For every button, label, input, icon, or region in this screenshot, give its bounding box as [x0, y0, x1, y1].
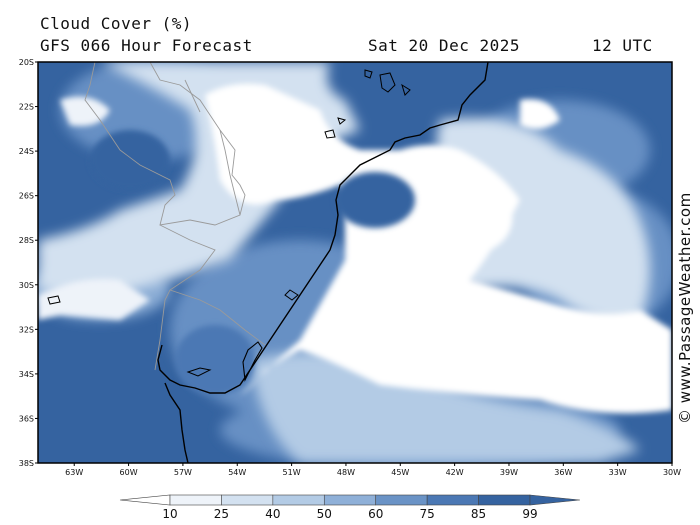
colorbar-max-arrow	[529, 494, 581, 506]
latitude-axis: 20S 22S 24S 26S 28S 30S 32S 34S 36S 38S	[19, 58, 38, 468]
lat-tick-label: 24S	[19, 147, 34, 156]
forecast-label: GFS 066 Hour Forecast	[40, 36, 253, 55]
colorbar-bin	[323, 494, 377, 506]
lon-tick-label: 51W	[283, 468, 301, 477]
lat-tick-label: 36S	[19, 414, 34, 423]
coastline	[47, 62, 489, 463]
lon-tick-label: 42W	[446, 468, 464, 477]
colorbar-label: 10	[162, 507, 177, 521]
country-borders	[84, 62, 266, 371]
colorbar-label: 50	[317, 507, 332, 521]
colorbar-bin	[169, 494, 222, 506]
colorbar-label: 75	[420, 507, 435, 521]
lon-tick-label: 45W	[391, 468, 409, 477]
colorbar-bin	[426, 494, 479, 506]
lon-tick-label: 36W	[554, 468, 572, 477]
colorbar-bin	[478, 494, 531, 506]
colorbar-label: 60	[368, 507, 383, 521]
colorbar-label: 40	[265, 507, 280, 521]
lon-tick-label: 54W	[228, 468, 246, 477]
colorbar-min-arrow	[119, 494, 171, 506]
colorbar-bin	[375, 494, 428, 506]
forecast-time: 12 UTC	[592, 36, 653, 55]
lat-tick-label: 28S	[19, 236, 34, 245]
lon-tick-label: 39W	[500, 468, 518, 477]
lat-tick-label: 32S	[19, 325, 34, 334]
lon-tick-label: 48W	[337, 468, 355, 477]
lat-tick-label: 34S	[19, 370, 34, 379]
lat-tick-label: 26S	[19, 192, 34, 201]
lat-tick-label: 38S	[19, 459, 34, 468]
lon-tick-label: 33W	[609, 468, 627, 477]
colorbar-bin	[272, 494, 325, 506]
lon-tick-label: 57W	[174, 468, 192, 477]
credit-watermark: © www.PassageWeather.com	[676, 192, 694, 424]
forecast-date: Sat 20 Dec 2025	[368, 36, 520, 55]
chart-title: Cloud Cover (%)	[40, 14, 192, 33]
colorbar-label: 85	[471, 507, 486, 521]
colorbar-label: 99	[522, 507, 537, 521]
cloud-cover-colorbar: 10 25 40 50 60 75 85 99	[119, 494, 581, 521]
colorbar-bin	[221, 494, 274, 506]
map-frame	[37, 61, 673, 464]
lat-tick-label: 20S	[19, 58, 34, 67]
lat-tick-label: 22S	[19, 103, 34, 112]
lon-tick-label: 60W	[120, 468, 138, 477]
cloud-field	[38, 62, 672, 463]
lon-tick-label: 30W	[663, 468, 681, 477]
lat-tick-label: 30S	[19, 281, 34, 290]
lon-tick-label: 63W	[65, 468, 83, 477]
colorbar-label: 25	[214, 507, 229, 521]
longitude-axis: 63W 60W 57W 54W 51W 48W 45W 42W 39W 36W 33W 30W	[65, 463, 681, 477]
